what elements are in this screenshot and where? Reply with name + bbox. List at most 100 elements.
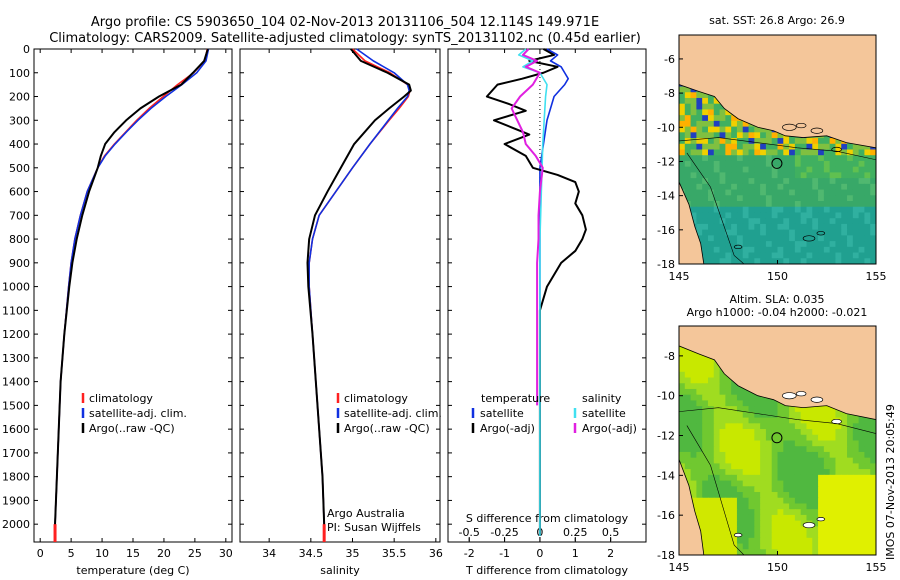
map-cell — [713, 138, 721, 145]
map-cell — [748, 258, 755, 264]
map-cell — [771, 252, 779, 259]
map-cell — [835, 549, 842, 555]
map-cell — [736, 241, 744, 248]
map-cell — [713, 503, 721, 510]
map-title: Argo h1000: -0.04 h2000: -0.021 — [687, 306, 868, 319]
map-cell — [823, 520, 831, 527]
map-cell — [742, 195, 750, 202]
map-cell — [864, 469, 871, 476]
map-cell — [841, 423, 848, 430]
map-cell — [806, 549, 813, 555]
map-cell — [870, 463, 876, 470]
map-cell — [736, 201, 744, 208]
map-cell — [823, 532, 831, 539]
map-cell — [818, 189, 825, 196]
map-cell — [765, 537, 773, 545]
map-cell — [713, 103, 721, 111]
map-cell — [736, 126, 744, 133]
map-cell — [736, 543, 744, 550]
map-cell — [789, 463, 796, 470]
map-cell — [725, 457, 732, 464]
map-cell — [684, 172, 692, 179]
map-cell — [800, 429, 808, 436]
map-cell — [679, 348, 686, 356]
map-cell — [789, 423, 796, 430]
map-cell — [847, 241, 854, 248]
map-cell — [765, 549, 773, 555]
map-cell — [852, 252, 860, 259]
map-cell — [707, 120, 715, 128]
map-cell — [765, 520, 773, 527]
map-cell — [760, 126, 767, 133]
map-cell — [794, 138, 802, 145]
map-cell — [847, 206, 854, 214]
map-cell — [870, 155, 876, 162]
map-cell — [679, 400, 686, 407]
map-cell — [823, 229, 831, 236]
map-cell — [702, 103, 709, 111]
map-cell — [702, 463, 709, 470]
map-cell — [777, 543, 784, 550]
map-cell — [806, 492, 813, 499]
map-cell — [777, 537, 784, 545]
map-cell — [823, 423, 831, 430]
map-cell — [719, 377, 726, 384]
map-cell — [829, 201, 837, 208]
map-cell — [777, 183, 784, 191]
map-cell — [771, 480, 779, 487]
bathymetry-contour — [679, 407, 876, 434]
map-cell — [765, 406, 773, 413]
map-cell — [777, 406, 784, 413]
map-cell — [725, 417, 732, 424]
map-cell — [812, 201, 819, 208]
x-tick-label: 0 — [536, 547, 543, 560]
map-cell — [812, 423, 819, 430]
map-cell — [754, 543, 761, 550]
map-cell — [835, 509, 842, 516]
map-cell — [713, 258, 721, 264]
map-cell — [852, 503, 860, 510]
map-cell — [731, 509, 738, 516]
map-cell — [783, 440, 790, 447]
map-cell — [736, 486, 744, 493]
map-cell — [765, 160, 773, 168]
map-cell — [783, 549, 790, 555]
map-cell — [719, 537, 726, 545]
map-cell — [679, 92, 686, 99]
map-cell — [777, 143, 784, 151]
map-cell — [858, 201, 866, 208]
map-title: Altim. SLA: 0.035 — [729, 293, 824, 306]
bathymetry-contour — [679, 137, 876, 161]
map-cell — [748, 549, 755, 555]
map-cell — [783, 434, 790, 442]
map-cell — [702, 366, 709, 373]
map-cell — [760, 229, 767, 236]
map-cell — [719, 509, 726, 516]
map-cell — [754, 143, 761, 151]
map-cell — [754, 492, 761, 499]
map-cell — [707, 434, 715, 442]
map-cell — [690, 366, 697, 373]
map-cell — [841, 195, 848, 202]
map-cell — [713, 212, 721, 219]
map-cell — [731, 218, 738, 225]
map-cell — [812, 446, 819, 453]
map-cell — [858, 160, 866, 168]
map-cell — [852, 537, 860, 545]
map-cell — [864, 201, 871, 208]
map-cell — [829, 532, 837, 539]
map-cell — [806, 503, 813, 510]
map-cell — [789, 509, 796, 516]
map-cell — [823, 143, 831, 151]
map-cell — [707, 469, 715, 476]
map-y-tick-label: -8 — [664, 350, 675, 363]
map-cell — [719, 394, 726, 402]
map-cell — [760, 394, 767, 402]
map-cell — [742, 474, 750, 482]
map-cell — [823, 429, 831, 436]
map-cell — [777, 486, 784, 493]
map-cell — [806, 241, 813, 248]
map-cell — [719, 132, 726, 139]
map-cell — [794, 549, 802, 555]
map-cell — [725, 166, 732, 173]
